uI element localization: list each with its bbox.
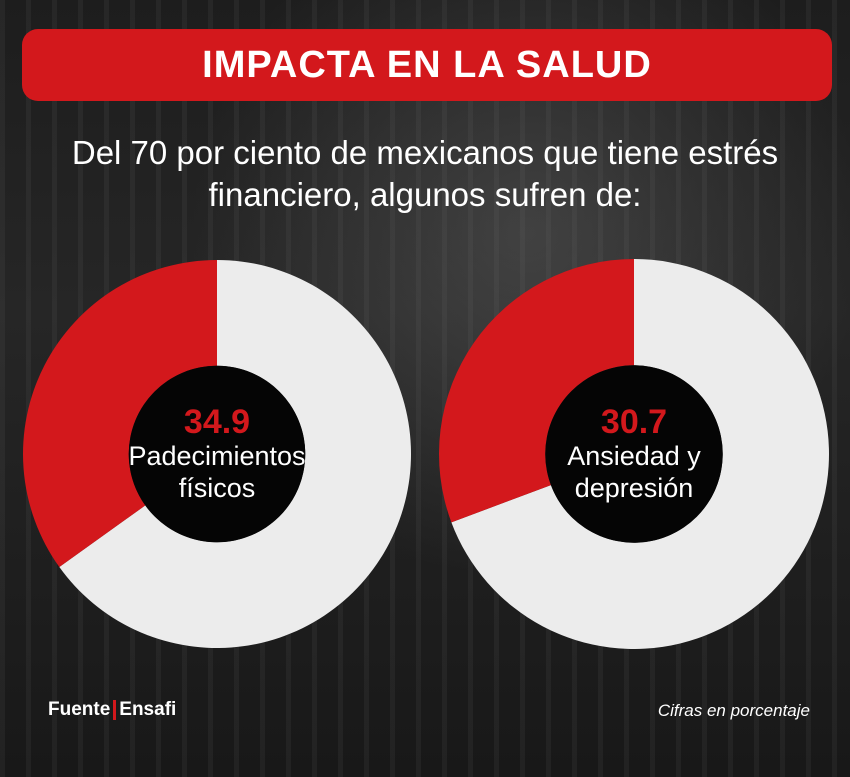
donut-value: 30.7 <box>600 403 668 441</box>
donut-center: 30.7 Ansiedad y depresión <box>438 258 830 650</box>
donut-hole <box>545 365 723 543</box>
subtitle-line-1: Del 70 por ciento de mexicanos que tiene… <box>71 134 779 171</box>
donut-center: 34.9 Padecimientos físicos <box>22 258 412 650</box>
donut-remainder-slice <box>59 260 412 648</box>
source-credit: Fuente Ensafi <box>48 699 176 721</box>
donut-chart-padecimientos: 34.9 Padecimientos físicos <box>22 258 412 650</box>
donut-label-line-2: depresión <box>574 473 694 503</box>
donut-remainder-slice <box>451 259 829 649</box>
source-divider <box>113 700 117 720</box>
donut-label-line-1: Ansiedad y <box>567 441 701 471</box>
donut-value: 34.9 <box>183 403 251 441</box>
source-name: Ensafi <box>119 699 177 720</box>
donut-label-line-2: físicos <box>178 473 256 503</box>
donut-hole <box>128 365 306 543</box>
units-note: Cifras en porcentaje <box>657 701 810 720</box>
donut-value-slice <box>23 260 218 568</box>
donut-svg <box>438 259 829 649</box>
subtitle-line-2: financiero, algunos sufren de: <box>208 176 642 213</box>
donut-svg <box>23 260 412 648</box>
donut-value-slice <box>438 259 634 523</box>
page-title: IMPACTA EN LA SALUD <box>202 43 652 86</box>
title-banner: IMPACTA EN LA SALUD <box>22 29 832 101</box>
donut-chart-ansiedad: 30.7 Ansiedad y depresión <box>438 258 830 650</box>
donut-label-line-1: Padecimientos <box>128 441 306 471</box>
source-label: Fuente <box>48 699 111 720</box>
subtitle: Del 70 por ciento de mexicanos que tiene… <box>20 132 830 216</box>
